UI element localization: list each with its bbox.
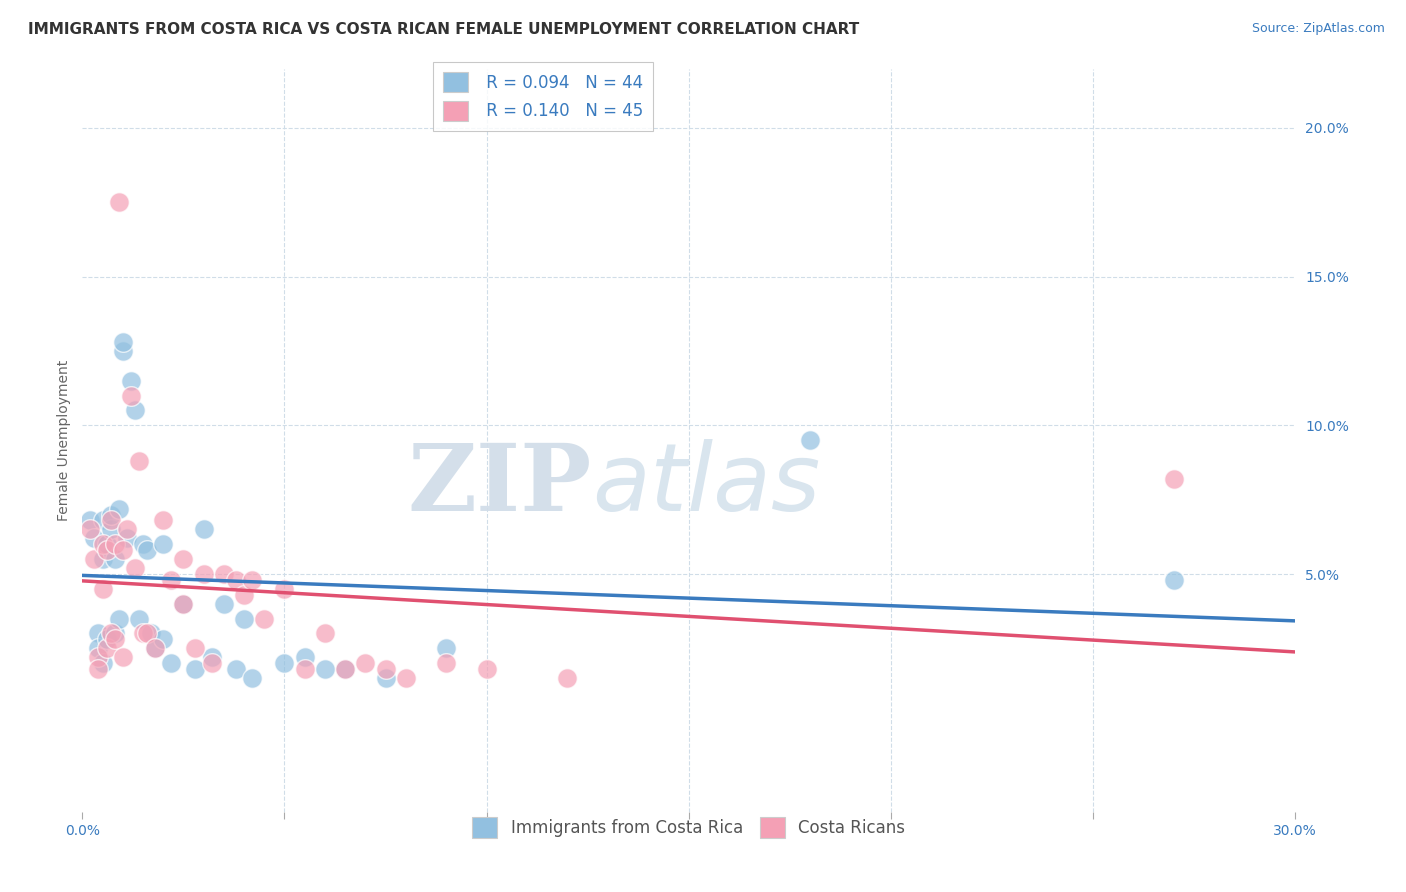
Point [91, 552, 114, 566]
Point [193, 567, 215, 582]
Point [314, 626, 336, 640]
Point [184, 641, 207, 656]
Point [1163, 573, 1185, 587]
Point [120, 374, 142, 388]
Point [314, 662, 336, 676]
Point [475, 662, 498, 676]
Point [87, 662, 110, 676]
Point [128, 454, 150, 468]
Point [111, 650, 134, 665]
Point [124, 561, 146, 575]
Point [233, 588, 256, 602]
Point [434, 641, 457, 656]
Point [104, 552, 127, 566]
Point [557, 671, 579, 685]
Point [253, 612, 276, 626]
Point [152, 513, 174, 527]
Point [83, 552, 105, 566]
Point [111, 343, 134, 358]
Point [107, 612, 129, 626]
Point [160, 657, 183, 671]
Point [294, 650, 316, 665]
Point [212, 597, 235, 611]
Point [136, 543, 159, 558]
Point [395, 671, 418, 685]
Point [100, 626, 122, 640]
Point [172, 597, 194, 611]
Y-axis label: Female Unemployment: Female Unemployment [58, 359, 72, 521]
Point [294, 662, 316, 676]
Point [132, 537, 155, 551]
Point [104, 537, 127, 551]
Point [143, 641, 166, 656]
Point [91, 582, 114, 596]
Point [233, 612, 256, 626]
Point [87, 650, 110, 665]
Text: IMMIGRANTS FROM COSTA RICA VS COSTA RICAN FEMALE UNEMPLOYMENT CORRELATION CHART: IMMIGRANTS FROM COSTA RICA VS COSTA RICA… [28, 22, 859, 37]
Point [193, 522, 215, 536]
Point [87, 626, 110, 640]
Point [87, 641, 110, 656]
Point [152, 537, 174, 551]
Point [212, 567, 235, 582]
Point [120, 388, 142, 402]
Point [240, 573, 263, 587]
Point [115, 531, 138, 545]
Point [111, 334, 134, 349]
Point [96, 543, 118, 558]
Point [333, 662, 356, 676]
Point [104, 632, 127, 647]
Point [83, 531, 105, 545]
Point [273, 657, 295, 671]
Point [434, 657, 457, 671]
Point [79, 522, 101, 536]
Point [201, 657, 224, 671]
Point [143, 641, 166, 656]
Point [333, 662, 356, 676]
Text: atlas: atlas [592, 439, 820, 531]
Point [91, 513, 114, 527]
Text: ZIP: ZIP [408, 440, 592, 530]
Point [111, 543, 134, 558]
Point [104, 626, 127, 640]
Point [374, 671, 396, 685]
Point [91, 537, 114, 551]
Point [225, 573, 247, 587]
Point [139, 626, 162, 640]
Point [96, 632, 118, 647]
Point [96, 641, 118, 656]
Point [799, 433, 821, 447]
Point [374, 662, 396, 676]
Point [160, 573, 183, 587]
Text: Source: ZipAtlas.com: Source: ZipAtlas.com [1251, 22, 1385, 36]
Point [100, 508, 122, 522]
Point [132, 626, 155, 640]
Point [172, 597, 194, 611]
Point [96, 537, 118, 551]
Point [136, 626, 159, 640]
Point [172, 552, 194, 566]
Point [273, 582, 295, 596]
Point [201, 650, 224, 665]
Point [152, 632, 174, 647]
Point [100, 513, 122, 527]
Point [1163, 472, 1185, 486]
Point [107, 501, 129, 516]
Point [100, 522, 122, 536]
Point [124, 403, 146, 417]
Point [91, 657, 114, 671]
Point [240, 671, 263, 685]
Legend: Immigrants from Costa Rica, Costa Ricans: Immigrants from Costa Rica, Costa Ricans [465, 811, 911, 845]
Point [184, 662, 207, 676]
Point [225, 662, 247, 676]
Point [115, 522, 138, 536]
Point [79, 513, 101, 527]
Point [128, 612, 150, 626]
Point [354, 657, 377, 671]
Point [107, 195, 129, 210]
